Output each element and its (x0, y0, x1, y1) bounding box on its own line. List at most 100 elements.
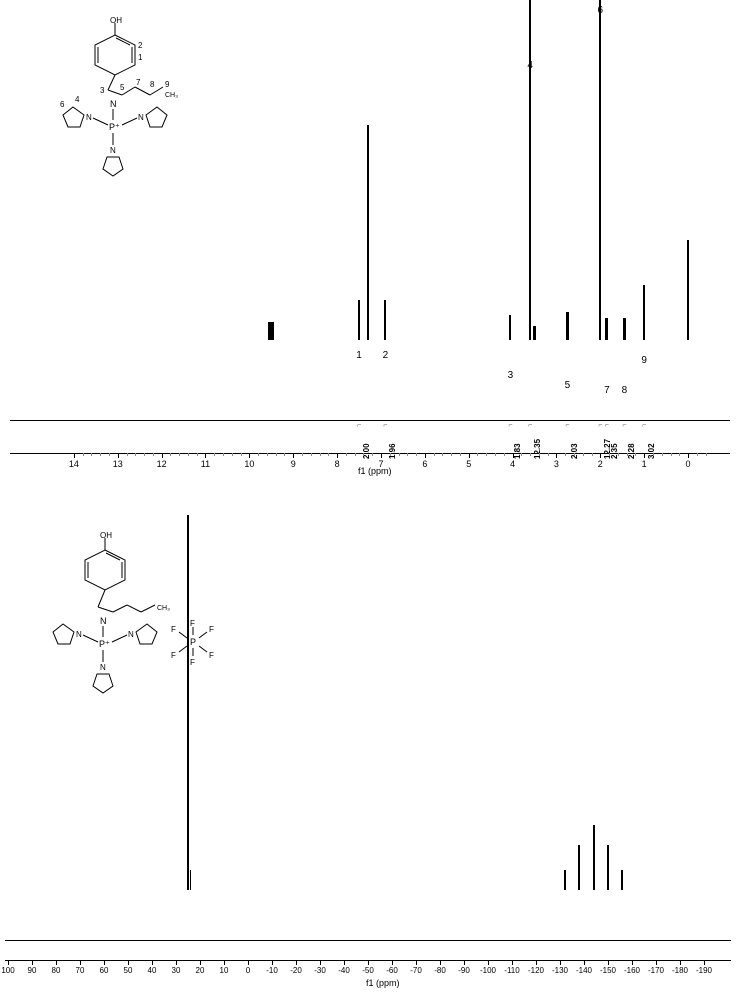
axis-tick-minor (486, 453, 487, 456)
integral-tick: ⌐ (383, 422, 387, 429)
axis-tick-minor (355, 453, 356, 456)
axis-tick-minor (311, 453, 312, 456)
axis-tick (272, 960, 273, 965)
axis-tick-minor (372, 453, 373, 456)
peak-label: 9 (641, 355, 647, 366)
nmr-peak (358, 300, 360, 340)
axis-tick-minor (363, 453, 364, 456)
nmr-peak (621, 870, 623, 890)
axis-tick-minor (662, 453, 663, 456)
spectrum2-peaks (0, 500, 736, 940)
nmr-peak (529, 0, 531, 340)
axis-tick-minor (83, 453, 84, 456)
peak-label: 1 (356, 350, 362, 361)
axis-tick-label: 10 (244, 459, 254, 469)
spectrum2-ticks: 1009080706050403020100-10-20-30-40-50-60… (0, 960, 736, 980)
axis-tick-minor (179, 453, 180, 456)
axis-tick (381, 453, 382, 458)
axis-tick-minor (679, 453, 680, 456)
axis-tick-minor (258, 453, 259, 456)
axis-tick-minor (284, 453, 285, 456)
nmr-peak (607, 845, 609, 890)
axis-tick (296, 960, 297, 965)
axis-tick-minor (416, 453, 417, 456)
axis-tick-minor (653, 453, 654, 456)
nmr-peak (687, 240, 689, 340)
axis-tick-minor (153, 453, 154, 456)
integral-tick: ⌐ (642, 422, 646, 429)
nmr-peak (187, 515, 189, 890)
axis-tick-minor (214, 453, 215, 456)
axis-tick-minor (223, 453, 224, 456)
axis-tick-label: 3 (554, 459, 559, 469)
integral-tick: ⌐ (622, 422, 626, 429)
axis-tick-label: 6 (422, 459, 427, 469)
axis-tick (416, 960, 417, 965)
axis-tick-minor (127, 453, 128, 456)
axis-tick-minor (100, 453, 101, 456)
axis-tick (128, 960, 129, 965)
axis-tick-label: -30 (314, 966, 326, 975)
axis-tick (608, 960, 609, 965)
axis-tick-label: -180 (672, 966, 688, 975)
axis-tick-minor (399, 453, 400, 456)
axis-tick-label: 70 (76, 966, 85, 975)
axis-tick-minor (442, 453, 443, 456)
peak-label: 3 (508, 370, 514, 381)
axis-tick (680, 960, 681, 965)
axis-tick-minor (618, 453, 619, 456)
axis-tick-label: -150 (600, 966, 616, 975)
axis-tick-label: -80 (434, 966, 446, 975)
axis-tick-minor (302, 453, 303, 456)
spectrum-31p-nmr: OH CH₃ N P⁺ N N N (0, 500, 736, 990)
axis-tick-minor (135, 453, 136, 456)
peak-label: 8 (622, 385, 628, 396)
axis-tick-label: 1 (642, 459, 647, 469)
nmr-peak (643, 285, 645, 340)
axis-tick (224, 960, 225, 965)
nmr-peak (605, 318, 608, 340)
axis-tick (152, 960, 153, 965)
axis-tick-minor (91, 453, 92, 456)
axis-tick-minor (232, 453, 233, 456)
axis-tick (32, 960, 33, 965)
axis-tick-label: -50 (362, 966, 374, 975)
axis-tick (8, 960, 9, 965)
axis-tick-minor (697, 453, 698, 456)
axis-tick (488, 960, 489, 965)
axis-tick (74, 453, 75, 458)
axis-tick-label: -130 (552, 966, 568, 975)
axis-tick-label: -190 (696, 966, 712, 975)
axis-tick (344, 960, 345, 965)
axis-tick (205, 453, 206, 458)
peak-label: 5 (565, 380, 571, 391)
axis-tick (176, 960, 177, 965)
axis-tick (644, 453, 645, 458)
axis-tick-minor (276, 453, 277, 456)
axis-tick (704, 960, 705, 965)
axis-tick-minor (504, 453, 505, 456)
axis-tick-label: -20 (290, 966, 302, 975)
axis-tick-label: -90 (458, 966, 470, 975)
axis-tick-minor (197, 453, 198, 456)
peak-label: 4 (527, 60, 533, 71)
nmr-peak (623, 318, 626, 340)
integral-tick: ⌐ (605, 422, 609, 429)
axis-tick (104, 960, 105, 965)
nmr-peak (578, 845, 580, 890)
axis-tick (632, 960, 633, 965)
axis-tick-label: 90 (28, 966, 37, 975)
axis-tick-minor (495, 453, 496, 456)
nmr-peak (593, 825, 595, 890)
axis-tick-minor (144, 453, 145, 456)
axis-tick (425, 453, 426, 458)
integral-tick: ⌐ (528, 422, 532, 429)
axis-tick-label: 30 (172, 966, 181, 975)
nmr-peak (599, 0, 601, 340)
axis-tick-minor (574, 453, 575, 456)
axis-tick-label: 10 (220, 966, 229, 975)
nmr-peak (566, 312, 569, 340)
axis-tick-label: 12 (157, 459, 167, 469)
axis-tick-minor (530, 453, 531, 456)
axis-tick-minor (241, 453, 242, 456)
